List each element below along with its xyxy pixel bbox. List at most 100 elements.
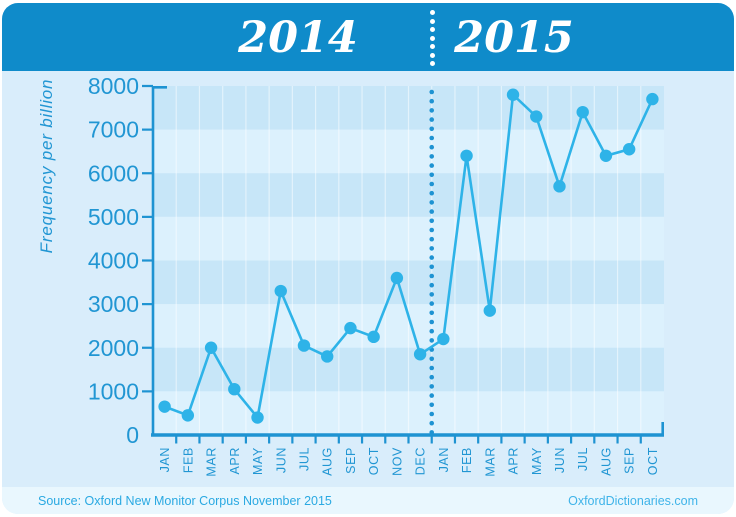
data-point-dec-2014 (413, 348, 427, 361)
x-tick-label-2015-may: MAY (530, 447, 544, 475)
x-tick-label-2015-jan: JAN (437, 447, 451, 472)
year-divider-dot (429, 135, 435, 141)
data-point-nov-2014 (390, 271, 404, 285)
year-divider-dot (429, 172, 435, 178)
year-divider-dot (429, 117, 435, 122)
x-tick-label-2015-feb: FEB (460, 447, 474, 473)
y-tick-label: 4000 (88, 248, 139, 274)
year-divider-dot (429, 338, 435, 343)
data-point-aug-2014 (321, 350, 334, 363)
frequency-line-chart: 0 1000 2000 3000 4000 5000 6000 7000 8000 JAN FEB M… (88, 73, 665, 477)
year-divider-dot (429, 301, 435, 306)
data-point-aug-2015 (599, 149, 613, 162)
year-divider-dot (429, 393, 435, 398)
x-tick-label-2014-apr: APR (228, 447, 242, 475)
data-point-jun-2014 (274, 284, 287, 298)
year-divider-dot (429, 200, 435, 205)
x-tick-label-2014-jul: JUL (297, 447, 311, 471)
year-divider-dot (429, 89, 435, 95)
x-tick-label-2015-apr: APR (507, 447, 521, 475)
divider-dot (430, 35, 435, 41)
x-tick-label-2014-aug: AUG (321, 447, 335, 476)
year-divider-dot (429, 108, 435, 113)
year-divider-dot (429, 420, 435, 426)
y-tick-label: 8000 (88, 73, 139, 99)
year-divider-dot (429, 365, 435, 371)
y-tick-label: 5000 (88, 204, 139, 230)
infographic-card: 2014 2015 0 1000 2000 3000 4000 5000 6000 7000 8… (2, 3, 734, 514)
x-tick-label-2014-feb: FEB (181, 447, 195, 473)
data-point-apr-2014 (228, 382, 241, 396)
year-label-2015: 2015 (454, 13, 574, 63)
x-tick-label-2014-dec: DEC (414, 447, 428, 475)
data-point-oct-2014 (367, 330, 380, 344)
year-divider-dot (429, 190, 435, 196)
divider-dot (430, 10, 435, 15)
chart-area: 0 1000 2000 3000 4000 5000 6000 7000 8000 JAN FEB M… (2, 71, 734, 487)
divider-dot (430, 27, 435, 32)
year-divider-dot (429, 292, 435, 297)
y-axis-title: Frequency per billion (37, 78, 56, 254)
data-point-jun-2015 (553, 180, 566, 193)
year-divider-dot (429, 273, 435, 279)
year-divider-dot (429, 246, 435, 251)
year-divider-dots-icon (430, 10, 436, 66)
year-divider-dot (429, 319, 435, 325)
source-credit: Source: Oxford New Monitor Corpus Novemb… (38, 493, 332, 508)
data-point-may-2015 (530, 110, 543, 123)
year-divider-dot (429, 126, 435, 132)
year-divider-dot (429, 98, 435, 104)
header-banner: 2014 2015 (2, 3, 734, 71)
frequency-line (164, 91, 654, 421)
data-point-jan-2015 (437, 332, 450, 346)
x-tick-label-2014-nov: NOV (390, 447, 404, 476)
data-point-jul-2015 (576, 105, 589, 119)
x-tick-label-2015-sep: SEP (623, 447, 637, 474)
data-point-apr-2015 (506, 88, 520, 101)
year-label-2014: 2014 (238, 13, 358, 63)
x-tick-label-2014-may: MAY (251, 447, 265, 475)
year-divider-dot (429, 411, 435, 417)
x-tick-label-2014-mar: MAR (205, 447, 219, 477)
year-divider-dot (429, 255, 435, 260)
data-point-may-2014 (251, 411, 264, 424)
y-tick-label: 6000 (88, 160, 139, 186)
year-divider-dot (429, 264, 435, 270)
divider-dot (430, 61, 435, 66)
x-tick-label-2015-mar: MAR (483, 447, 497, 477)
data-point-jan-2014 (158, 400, 171, 413)
x-tick-label-2014-jun: JUN (274, 447, 288, 473)
data-point-sep-2014 (344, 321, 357, 335)
data-point-oct-2015 (646, 92, 659, 106)
data-point-mar-2015 (483, 304, 496, 317)
divider-dot (430, 44, 435, 49)
y-tick-label: 2000 (88, 335, 139, 361)
x-tick-label-2015-oct: OCT (646, 447, 660, 475)
divider-dot (430, 18, 435, 24)
data-point-jul-2014 (297, 339, 311, 352)
x-tick-label-2015-jul: JUL (576, 447, 590, 471)
year-divider-dot (429, 227, 435, 233)
year-divider-dot (429, 282, 435, 288)
year-divider-dot (429, 144, 435, 150)
year-divider-dot (429, 328, 435, 334)
data-point-mar-2014 (204, 341, 218, 354)
year-divider-dot (429, 402, 435, 408)
year-divider-dot (429, 356, 435, 362)
year-divider-dot (429, 181, 435, 187)
year-divider-dot (429, 154, 435, 159)
x-tick-label-2015-aug: AUG (599, 447, 613, 476)
x-tick-label-2014-jan: JAN (158, 447, 172, 472)
year-divider-dot (429, 209, 435, 214)
data-point-feb-2014 (181, 409, 195, 422)
divider-dot (430, 52, 435, 58)
y-tick-label: 1000 (88, 378, 139, 404)
footer-bar: Source: Oxford New Monitor Corpus Novemb… (2, 487, 734, 514)
year-divider-dot (429, 218, 435, 224)
year-divider-dot (429, 236, 435, 242)
year-divider-dot (429, 384, 435, 389)
x-tick-label-2014-oct: OCT (367, 447, 381, 475)
oxforddictionaries-link[interactable]: OxfordDictionaries.com (568, 493, 698, 508)
data-point-sep-2015 (622, 143, 636, 156)
